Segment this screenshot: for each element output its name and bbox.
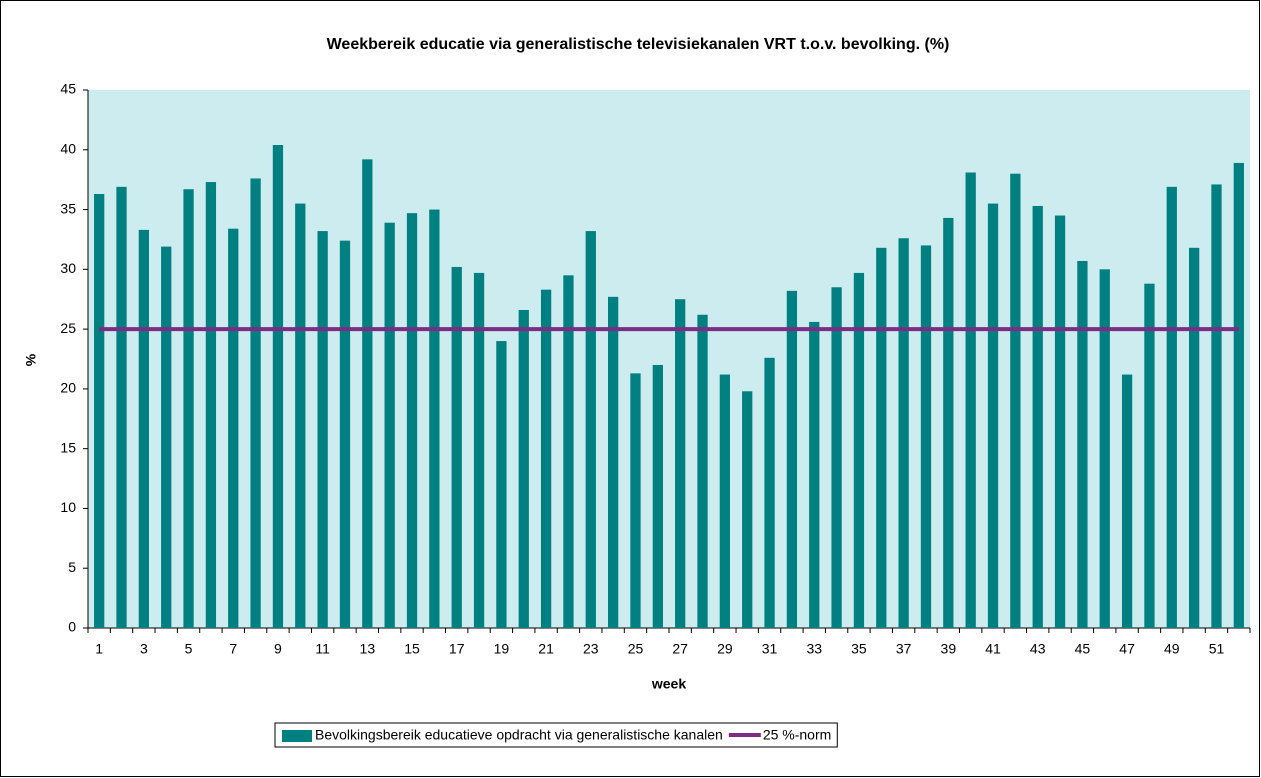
bar xyxy=(585,231,596,628)
plot-area xyxy=(88,90,1250,628)
y-tick-label: 25 xyxy=(60,320,76,336)
x-tick-label: 17 xyxy=(449,641,465,657)
y-tick-label: 10 xyxy=(60,499,76,515)
x-tick-label: 23 xyxy=(583,641,599,657)
bar xyxy=(183,189,194,628)
bar xyxy=(987,203,999,629)
bar xyxy=(1188,247,1200,628)
x-tick-label: 29 xyxy=(717,641,733,657)
bar xyxy=(1032,205,1043,629)
bar xyxy=(563,275,574,628)
x-tick-label: 21 xyxy=(538,641,554,657)
bar xyxy=(228,228,239,628)
bar xyxy=(317,231,328,628)
y-tick-label: 35 xyxy=(60,200,76,216)
x-tick-label: 35 xyxy=(851,641,867,657)
bar xyxy=(1211,184,1222,628)
bar xyxy=(94,194,105,628)
bar xyxy=(1099,269,1110,628)
x-tick-label: 33 xyxy=(806,641,822,657)
legend-label: 25 %-norm xyxy=(763,727,831,743)
bar xyxy=(630,373,641,628)
x-tick-label: 31 xyxy=(762,641,778,657)
bar xyxy=(809,321,820,628)
x-tick-label: 13 xyxy=(360,641,376,657)
bar xyxy=(406,213,418,629)
x-tick-label: 1 xyxy=(95,641,103,657)
x-tick-label: 45 xyxy=(1075,641,1091,657)
bar xyxy=(742,391,753,628)
bar xyxy=(295,203,306,629)
y-tick-label: 30 xyxy=(60,260,76,276)
bar xyxy=(965,172,976,628)
bar xyxy=(339,240,351,628)
x-tick-label: 7 xyxy=(229,641,237,657)
x-tick-label: 39 xyxy=(941,641,957,657)
y-tick-label: 15 xyxy=(60,439,76,455)
bar xyxy=(675,299,686,628)
bar xyxy=(1121,374,1133,628)
bar xyxy=(652,364,663,628)
legend-label: Bevolkingsbereik educatieve opdracht via… xyxy=(315,727,723,743)
x-tick-label: 51 xyxy=(1209,641,1225,657)
x-tick-label: 41 xyxy=(985,641,1001,657)
bar xyxy=(250,178,261,628)
x-tick-label: 9 xyxy=(274,641,282,657)
bar xyxy=(540,289,552,628)
bar xyxy=(1077,260,1088,628)
bar xyxy=(1144,283,1155,628)
bar xyxy=(205,182,217,628)
bar xyxy=(362,159,373,628)
x-tick-label: 15 xyxy=(404,641,420,657)
x-tick-label: 3 xyxy=(140,641,148,657)
y-tick-label: 0 xyxy=(68,619,76,635)
bar xyxy=(161,246,172,628)
bar xyxy=(272,144,284,629)
x-tick-label: 43 xyxy=(1030,641,1046,657)
y-tick-label: 45 xyxy=(60,81,76,97)
bar xyxy=(384,222,395,628)
y-tick-label: 5 xyxy=(68,559,76,575)
x-tick-label: 5 xyxy=(185,641,193,657)
bar xyxy=(831,287,842,628)
x-tick-label: 25 xyxy=(628,641,644,657)
x-tick-label: 37 xyxy=(896,641,912,657)
bar xyxy=(786,290,798,628)
bar xyxy=(518,309,529,628)
bar xyxy=(764,357,775,628)
bar xyxy=(473,272,485,628)
bar xyxy=(853,272,865,628)
bar xyxy=(898,238,909,628)
bar xyxy=(138,229,150,628)
bar xyxy=(697,314,708,628)
chart-title: Weekbereik educatie via generalistische … xyxy=(327,36,950,53)
bar xyxy=(1010,173,1021,628)
y-tick-label: 20 xyxy=(60,380,76,396)
x-axis-title: week xyxy=(651,676,686,692)
x-tick-label: 19 xyxy=(494,641,510,657)
bar xyxy=(943,217,954,628)
x-tick-label: 47 xyxy=(1119,641,1135,657)
y-axis-title: % xyxy=(23,353,39,366)
y-tick-label: 40 xyxy=(60,140,76,156)
bar xyxy=(719,374,731,628)
bar xyxy=(451,266,462,628)
x-tick-label: 11 xyxy=(315,641,330,657)
bar xyxy=(1054,215,1066,629)
legend-swatch xyxy=(282,730,312,742)
bar xyxy=(1233,162,1244,628)
bar xyxy=(496,341,507,628)
bar xyxy=(607,296,619,628)
bar xyxy=(920,245,932,628)
bar xyxy=(116,186,127,628)
x-tick-label: 27 xyxy=(672,641,688,657)
bar xyxy=(429,209,440,629)
bar xyxy=(1166,186,1177,628)
bar xyxy=(876,247,887,628)
x-tick-label: 49 xyxy=(1164,641,1180,657)
